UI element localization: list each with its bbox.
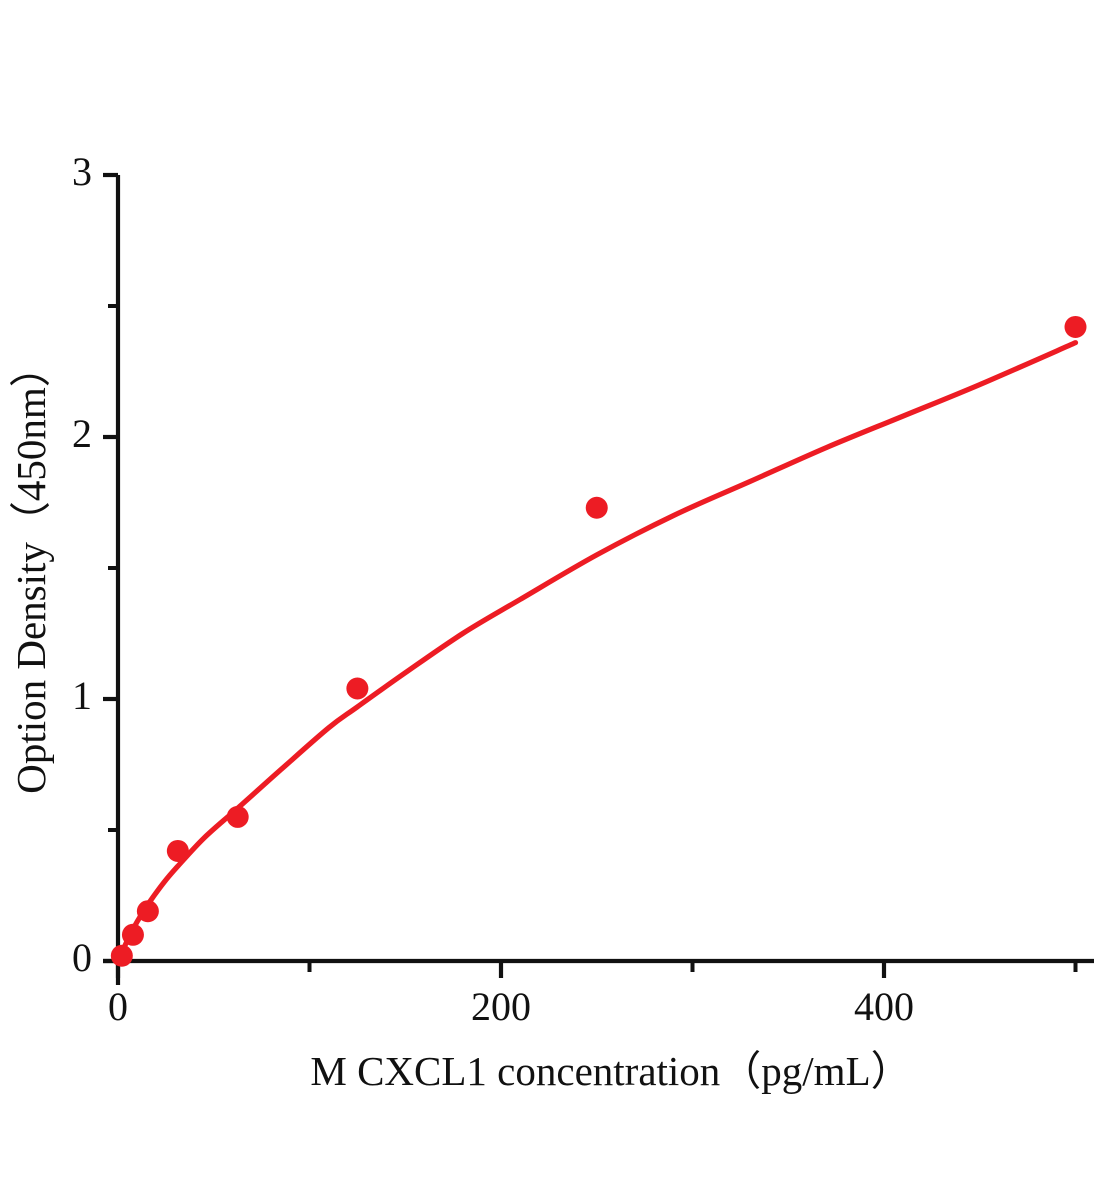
x-axis-tick-labels: 0 200 400: [108, 984, 914, 1029]
y-axis-ticks: [103, 172, 118, 964]
x-tick-label: 400: [854, 984, 914, 1029]
data-point: [136, 900, 159, 923]
x-axis-ticks: [115, 961, 1078, 978]
data-point: [1064, 315, 1087, 338]
data-point: [110, 944, 133, 967]
y-tick-label: 2: [72, 411, 92, 456]
x-tick-label: 0: [108, 984, 128, 1029]
data-point: [166, 839, 189, 862]
y-tick-label: 1: [72, 673, 92, 718]
data-point: [346, 677, 369, 700]
data-point: [121, 923, 144, 946]
x-tick-label: 200: [471, 984, 531, 1029]
y-tick-label: 0: [72, 935, 92, 980]
data-point: [585, 496, 608, 519]
data-point: [226, 805, 249, 828]
axes-group: [103, 175, 1094, 985]
y-axis-tick-labels: 0 1 2 3: [72, 149, 92, 980]
y-axis-title: Option Density（450nm）: [8, 346, 54, 794]
data-point-markers: [110, 315, 1087, 967]
y-tick-label: 3: [72, 149, 92, 194]
fit-curve-path: [115, 340, 1079, 964]
x-axis-title: M CXCL1 concentration（pg/mL）: [310, 1048, 911, 1094]
